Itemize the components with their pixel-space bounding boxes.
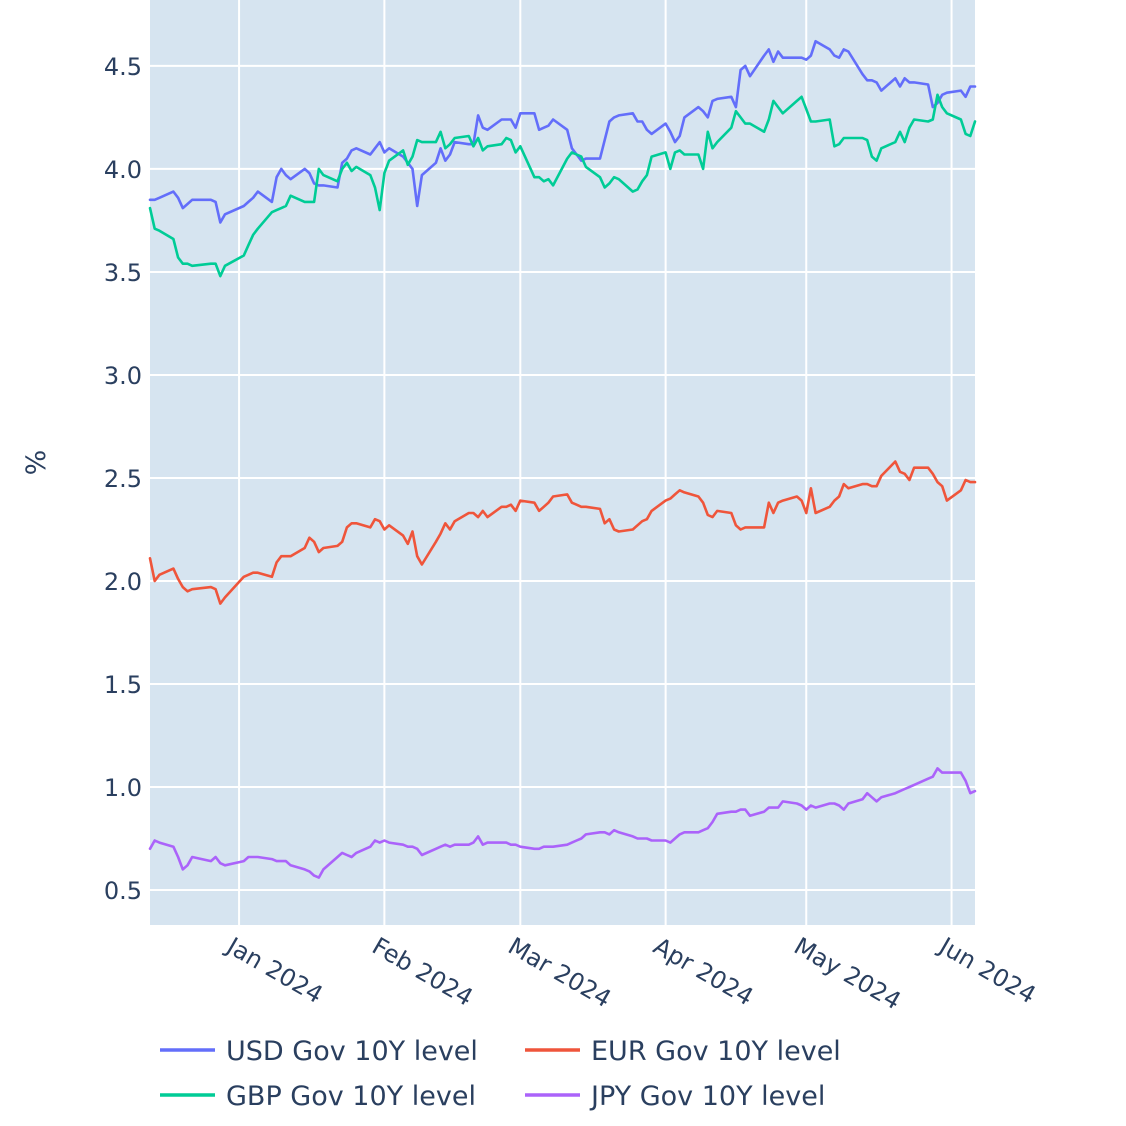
legend-item-gbp[interactable]: GBP Gov 10Y level: [160, 1081, 476, 1112]
y-tick-label: 0.5: [104, 877, 142, 905]
y-tick-label: 3.0: [104, 362, 142, 390]
x-gridlines: [238, 0, 953, 925]
legend-item-eur[interactable]: EUR Gov 10Y level: [525, 1036, 841, 1067]
series-line-eur: [148, 460, 977, 605]
y-tick-label: 4.5: [104, 53, 142, 81]
legend[interactable]: USD Gov 10Y level EUR Gov 10Y level GBP Go…: [160, 1036, 841, 1112]
y-tick-label: 1.5: [104, 671, 142, 699]
x-tick-label: Apr 2024: [649, 932, 758, 1011]
series-line-jpy: [148, 767, 977, 879]
plot-area: [150, 0, 975, 925]
x-tick-label: Jun 2024: [933, 931, 1041, 1009]
y-tick-label: 2.0: [104, 568, 142, 596]
y-tick-label: 3.5: [104, 259, 142, 287]
x-tick-label: May 2024: [789, 932, 905, 1015]
y-gridlines: [150, 64, 975, 891]
y-tick-label: 2.5: [104, 465, 142, 493]
y-axis-ticks: 0.5 1.0 1.5 2.0 2.5 3.0 3.5 4.0 4.5: [104, 53, 142, 905]
legend-label: JPY Gov 10Y level: [589, 1081, 825, 1112]
y-tick-label: 4.0: [104, 156, 142, 184]
y-axis-title: %: [21, 450, 52, 476]
legend-label: USD Gov 10Y level: [226, 1036, 478, 1067]
x-tick-label: Mar 2024: [503, 932, 616, 1013]
legend-label: GBP Gov 10Y level: [226, 1081, 476, 1112]
legend-label: EUR Gov 10Y level: [591, 1036, 841, 1067]
x-axis-ticks: Jan 2024 Feb 2024 Mar 2024 Apr 2024 May 2024…: [220, 931, 1040, 1015]
x-tick-label: Feb 2024: [367, 932, 477, 1012]
legend-item-usd[interactable]: USD Gov 10Y level: [160, 1036, 478, 1067]
x-tick-label: Jan 2024: [220, 931, 327, 1009]
series-lines: [148, 39, 977, 879]
series-line-gbp: [148, 93, 977, 278]
series-line-usd: [148, 39, 977, 224]
legend-item-jpy[interactable]: JPY Gov 10Y level: [525, 1081, 825, 1112]
y-tick-label: 1.0: [104, 774, 142, 802]
